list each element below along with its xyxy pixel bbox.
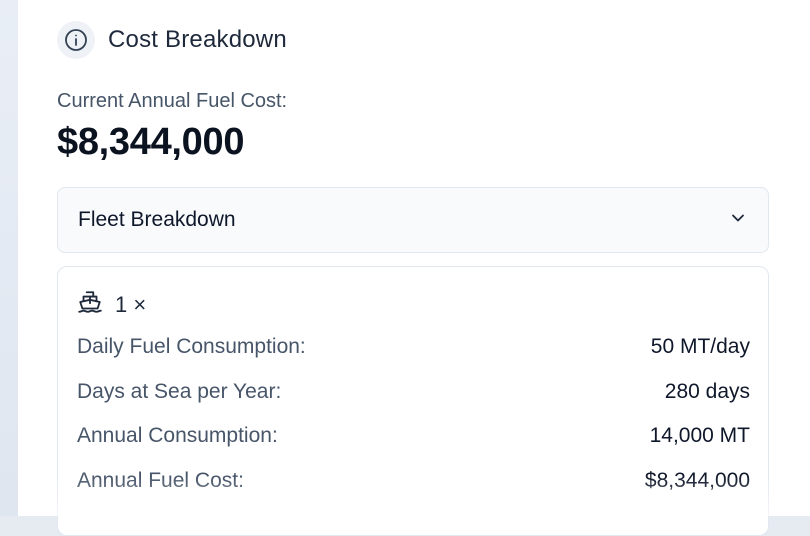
detail-row-annual-fuel-cost: Annual Fuel Cost: $8,344,000	[77, 469, 750, 493]
current-cost-value: $8,344,000	[57, 121, 245, 163]
panel-title: Cost Breakdown	[108, 26, 287, 53]
background-strip	[0, 0, 18, 516]
fleet-breakdown-label: Fleet Breakdown	[78, 208, 236, 231]
info-icon	[57, 21, 95, 59]
cost-breakdown-panel: Cost Breakdown Current Annual Fuel Cost:…	[18, 0, 810, 536]
chevron-down-icon	[728, 208, 748, 233]
detail-label: Annual Fuel Cost:	[77, 469, 244, 492]
current-cost-label: Current Annual Fuel Cost:	[57, 90, 288, 112]
detail-label: Annual Consumption:	[77, 424, 278, 447]
vessel-count: 1 ×	[115, 291, 147, 317]
detail-value: 14,000 MT	[649, 424, 750, 447]
detail-value: 50 MT/day	[650, 335, 750, 358]
panel-header: Cost Breakdown	[57, 21, 287, 59]
vessel-header: 1 ×	[77, 289, 146, 320]
detail-label: Days at Sea per Year:	[77, 380, 282, 403]
fleet-breakdown-toggle[interactable]: Fleet Breakdown	[57, 187, 769, 253]
detail-value: 280 days	[664, 380, 750, 403]
vessel-card: 1 × Daily Fuel Consumption: 50 MT/day Da…	[57, 266, 769, 536]
detail-label: Daily Fuel Consumption:	[77, 335, 306, 358]
detail-row-daily-consumption: Daily Fuel Consumption: 50 MT/day	[77, 335, 750, 359]
detail-value: $8,344,000	[644, 469, 750, 492]
detail-row-days-at-sea: Days at Sea per Year: 280 days	[77, 380, 750, 404]
detail-row-annual-consumption: Annual Consumption: 14,000 MT	[77, 424, 750, 448]
ship-icon	[77, 289, 103, 320]
